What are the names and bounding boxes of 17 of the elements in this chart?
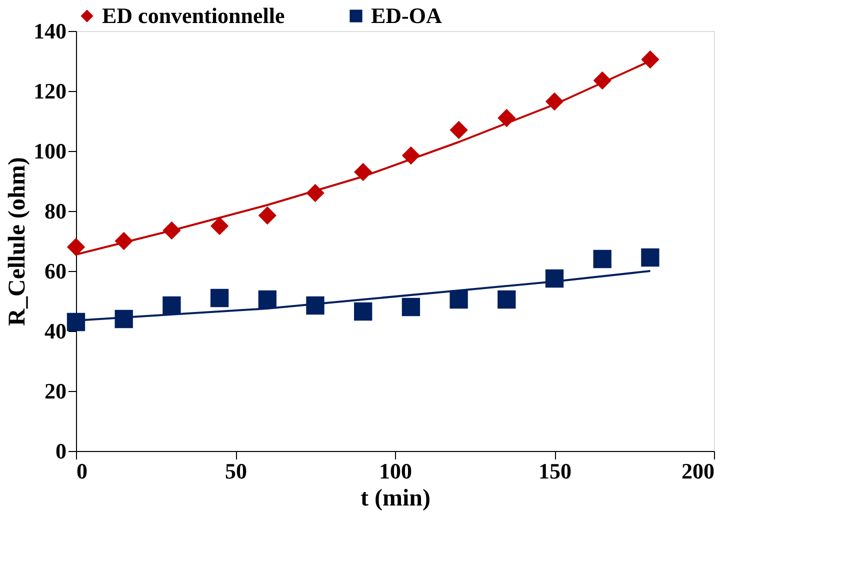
x-tick-label: 150 (538, 458, 572, 484)
y-tick-label: 0 (56, 438, 66, 464)
x-tick-label: 0 (76, 458, 88, 484)
y-tick-label: 80 (44, 198, 66, 224)
y-tick-label: 100 (34, 138, 66, 164)
x-tick-label: 200 (682, 458, 714, 484)
y-tick-label: 120 (34, 78, 66, 104)
x-axis-title: t (min) (360, 486, 430, 512)
y-tick-label: 20 (44, 378, 66, 404)
y-axis-title: R_Cellule (ohm) (4, 157, 30, 326)
x-tick-label: 100 (379, 458, 412, 484)
legend-label: ED conventionnelle (102, 3, 285, 28)
y-tick-label: 140 (34, 18, 66, 44)
legend-label: ED-OA (371, 3, 442, 28)
y-tick-label: 60 (44, 258, 66, 284)
x-tick-label: 50 (225, 458, 247, 484)
y-tick-label: 40 (44, 318, 66, 344)
